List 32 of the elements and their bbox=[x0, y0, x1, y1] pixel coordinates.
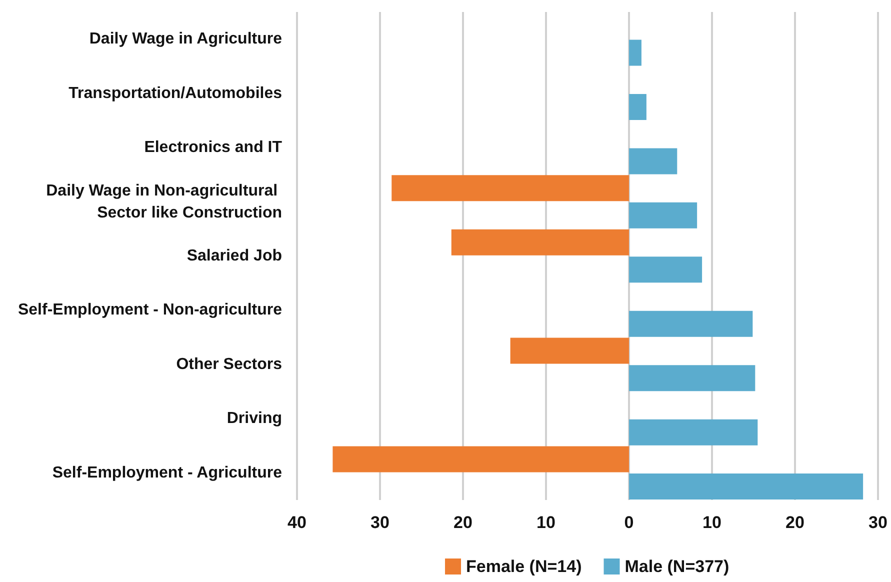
bar bbox=[629, 310, 753, 337]
x-tick-label: 10 bbox=[536, 513, 556, 532]
bar bbox=[629, 202, 698, 228]
y-tick-label: Transportation/Automobiles bbox=[68, 84, 282, 102]
x-tick-label: 0 bbox=[624, 513, 634, 532]
bar bbox=[392, 175, 629, 202]
x-tick-label: 30 bbox=[370, 513, 390, 532]
y-tick-label: Salaried Job bbox=[186, 248, 282, 264]
y-tick-label: Daily Wage in Non-agricultural Sector like Construction bbox=[46, 182, 282, 222]
bar bbox=[629, 94, 646, 120]
bar bbox=[510, 338, 629, 364]
y-tick-label: Electronics and IT bbox=[144, 139, 282, 156]
bar bbox=[451, 229, 629, 256]
x-tick-label: 30 bbox=[868, 513, 888, 532]
y-tick-label: Self-Employment - Non-agriculture bbox=[18, 302, 282, 319]
x-tick-label: 20 bbox=[786, 513, 804, 532]
bar bbox=[629, 365, 756, 392]
y-tick-label: Driving bbox=[226, 410, 282, 428]
x-tick-label: 10 bbox=[702, 513, 722, 532]
legend-label: Female (N=14) bbox=[466, 557, 582, 576]
y-tick-label: Self-Employment - Agriculture bbox=[52, 464, 282, 482]
bar bbox=[332, 446, 629, 472]
legend-label: Male (N=377) bbox=[624, 557, 730, 576]
bar bbox=[629, 256, 702, 283]
bar bbox=[629, 148, 678, 174]
bar bbox=[629, 474, 864, 500]
x-tick-label: 20 bbox=[454, 513, 472, 532]
bar bbox=[629, 40, 642, 66]
bar bbox=[629, 419, 758, 446]
x-tick-label: 40 bbox=[288, 513, 306, 532]
y-tick-label: Daily Wage in Agriculture bbox=[89, 30, 282, 48]
y-tick-label: Other Sectors bbox=[176, 356, 282, 373]
